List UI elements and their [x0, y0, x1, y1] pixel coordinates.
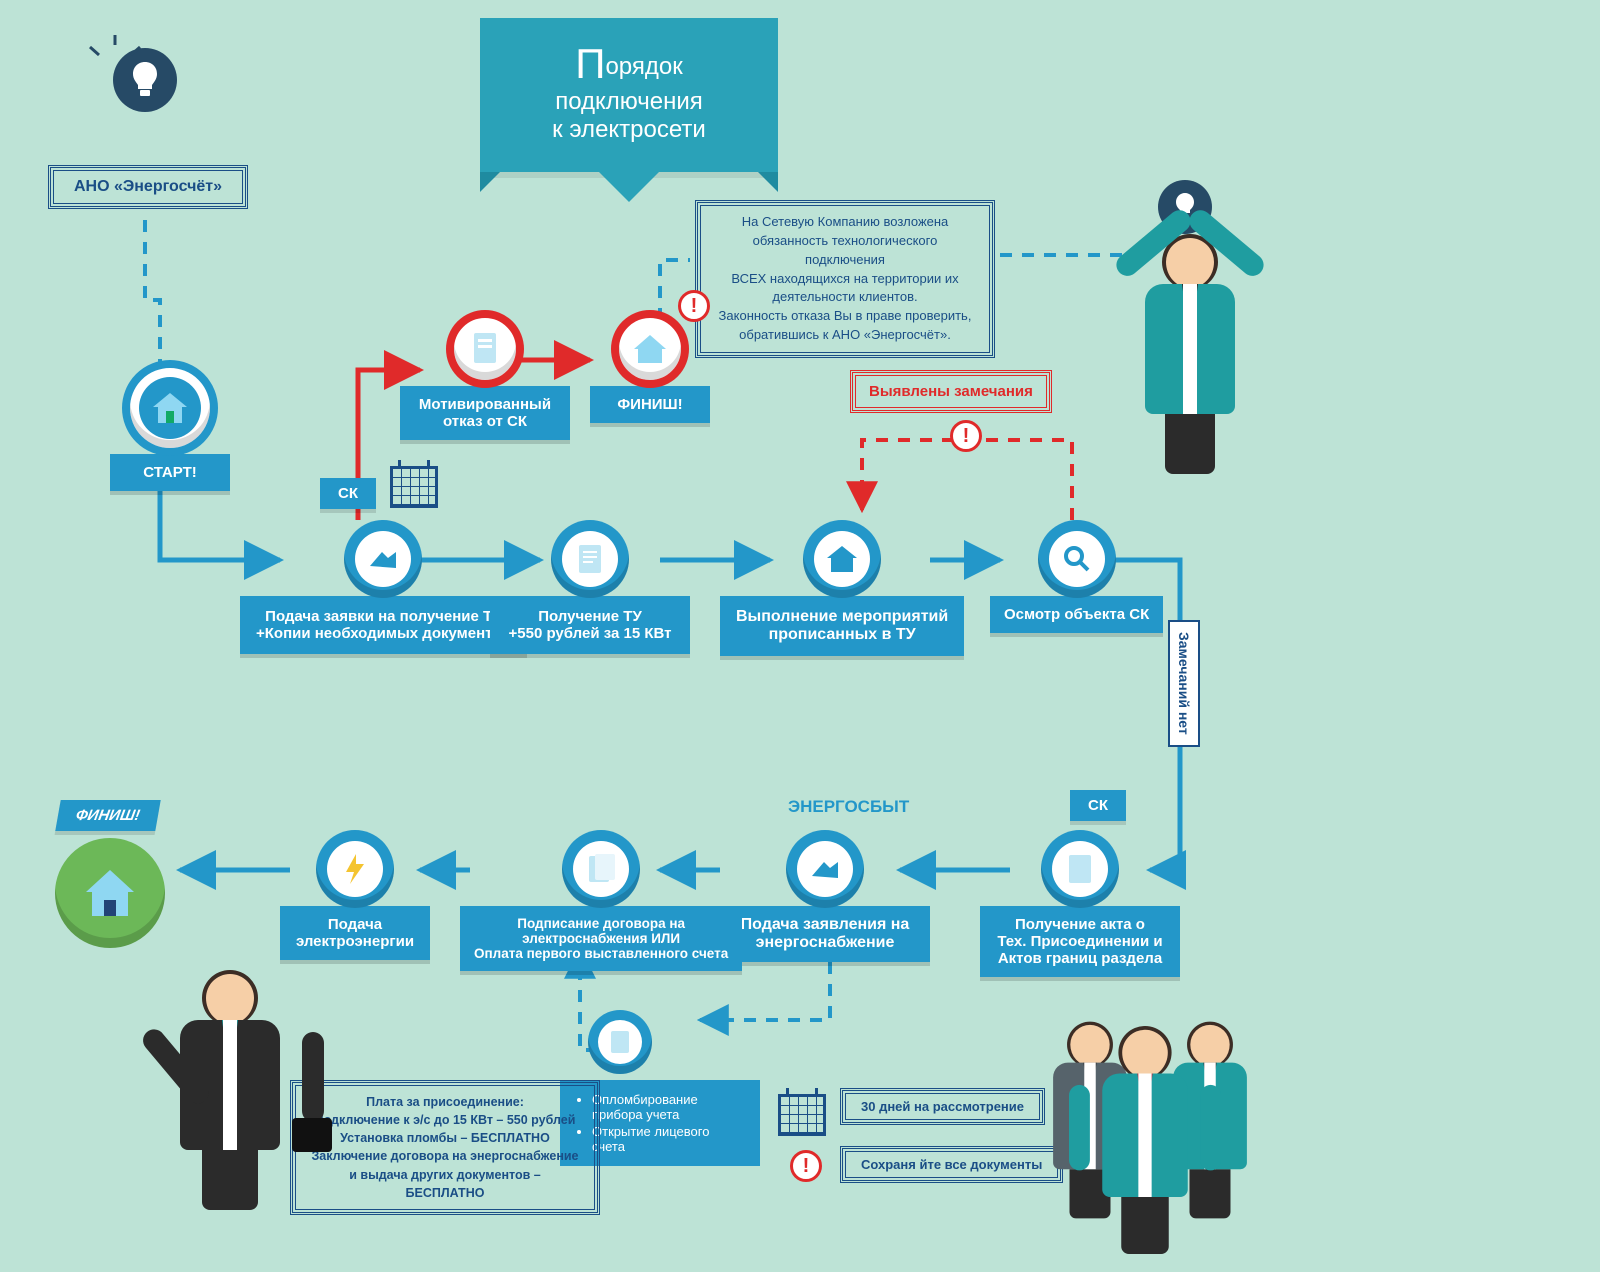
remarks-found-box: Выявлены замечания [850, 370, 1052, 413]
refusal-label: Мотивированный отказ от СК [400, 386, 570, 440]
node-sign: Подписание договора на электроснабжения … [460, 830, 742, 971]
inspect-label: Осмотр объекта СК [990, 596, 1163, 633]
application-icon [786, 830, 864, 908]
contract-icon [562, 830, 640, 908]
start-label: СТАРТ! [110, 454, 230, 491]
node-apply: Подача заявки на получение ТУ +Копии нео… [240, 520, 527, 654]
energosbyt-tag: ЭНЕРГОСБЫТ [770, 790, 927, 824]
title-ribbon: Порядок подключения к электросети [480, 18, 778, 172]
power-label: Подача электроэнергии [280, 906, 430, 960]
node-act: Получение акта о Тех. Присоединении и Ак… [980, 830, 1180, 977]
node-start: СТАРТ! [110, 360, 230, 491]
fee-note-box: Плата за присоединение: Подключение к э/… [290, 1080, 600, 1215]
calendar-icon [390, 460, 438, 508]
exclamation-icon: ! [950, 420, 982, 452]
no-remarks-label: Замечаний нет [1168, 620, 1200, 747]
sign-label: Подписание договора на электроснабжения … [460, 906, 742, 971]
house-icon [611, 310, 689, 388]
node-refusal: Мотивированный отказ от СК [400, 310, 570, 440]
finish-house-icon [55, 838, 165, 948]
bulb-rays-icon [85, 35, 145, 75]
document-icon [551, 520, 629, 598]
title-line2: к электросети [552, 116, 706, 143]
inspection-icon [1038, 520, 1116, 598]
node-receive-tu: Получение ТУ +550 рублей за 15 КВт [490, 520, 690, 654]
people-group [1020, 990, 1280, 1240]
apply-label: Подача заявки на получение ТУ +Копии нео… [240, 596, 527, 654]
sk-tag: СК [320, 478, 376, 509]
receive-tu-label: Получение ТУ +550 рублей за 15 КВт [490, 596, 690, 654]
org-name-box: АНО «Энергосчёт» [48, 165, 248, 209]
node-execute: Выполнение мероприятий прописанных в ТУ [720, 520, 964, 656]
node-power: Подача электроэнергии [280, 830, 430, 960]
house-icon [803, 520, 881, 598]
person-celebrating [1120, 210, 1260, 450]
act-label: Получение акта о Тех. Присоединении и Ак… [980, 906, 1180, 977]
sk-tag-2: СК [1070, 790, 1126, 821]
node-inspect: Осмотр объекта СК [990, 520, 1163, 633]
meter-icon [588, 1010, 652, 1074]
node-finish-top: ФИНИШ! [590, 310, 710, 423]
document-icon [446, 310, 524, 388]
finish-top-label: ФИНИШ! [590, 386, 710, 423]
thirty-days-box: 30 дней на рассмотрение [840, 1088, 1045, 1125]
documents-icon [344, 520, 422, 598]
person-thumbs-up [150, 970, 310, 1210]
execute-label: Выполнение мероприятий прописанных в ТУ [720, 596, 964, 656]
apply-supply-label: Подача заявления на энергоснабжение [720, 906, 930, 962]
node-apply-supply: Подача заявления на энергоснабжение [720, 830, 930, 962]
document-icon [1041, 830, 1119, 908]
legal-note-box: На Сетевую Компанию возложена обязанност… [695, 200, 995, 358]
calendar-icon [778, 1088, 826, 1136]
exclamation-icon: ! [790, 1150, 822, 1182]
power-icon [316, 830, 394, 908]
house-icon [122, 360, 218, 456]
node-seal [588, 1010, 652, 1074]
finish-left-label: ФИНИШ! [55, 800, 160, 831]
